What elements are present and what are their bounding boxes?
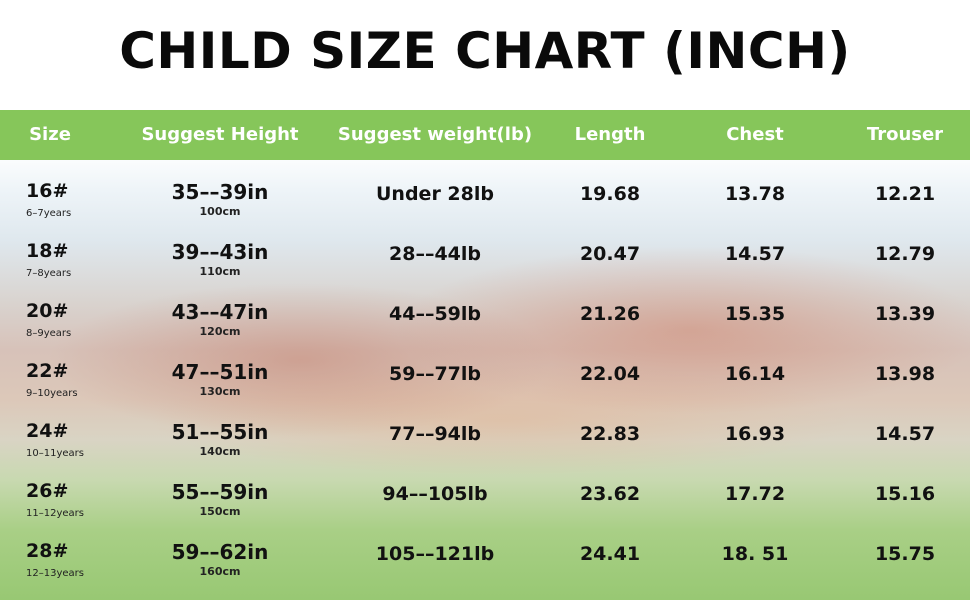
trouser-value: 13.39	[874, 303, 936, 325]
size-label: 20#	[26, 300, 69, 322]
height-cm: 120cm	[199, 325, 241, 338]
table-row: 16# 6–7years 35––39in 100cm Under 28lb 19.68 1…	[0, 180, 970, 240]
weight-range: 105––121lb	[375, 543, 495, 565]
size-label: 26#	[26, 480, 69, 502]
table-row: 28# 12–13years 59––62in 160cm 105––121lb 24.4…	[0, 540, 970, 600]
trouser-value: 15.16	[874, 483, 936, 505]
length-value: 20.47	[579, 243, 641, 265]
chest-value: 17.72	[724, 483, 786, 505]
height-cm: 160cm	[199, 565, 241, 578]
header-length: Length	[574, 124, 646, 145]
table-row: 18# 7–8years 39––43in 110cm 28––44lb 20.47 14.…	[0, 240, 970, 300]
header-chest: Chest	[726, 124, 784, 145]
length-value: 22.04	[579, 363, 641, 385]
weight-range: 44––59lb	[389, 303, 481, 325]
age-range: 9–10years	[26, 388, 78, 399]
chest-value: 16.14	[724, 363, 786, 385]
page-title: CHILD SIZE CHART (INCH)	[119, 22, 851, 80]
chest-value: 14.57	[724, 243, 786, 265]
height-inches: 35––39in	[171, 180, 269, 204]
size-label: 28#	[26, 540, 69, 562]
height-inches: 47––51in	[171, 360, 269, 384]
table-row: 26# 11–12years 55––59in 150cm 94––105lb 23.62…	[0, 480, 970, 540]
height-cm: 140cm	[199, 445, 241, 458]
length-value: 24.41	[579, 543, 641, 565]
height-inches: 39––43in	[171, 240, 269, 264]
table-row: 24# 10–11years 51––55in 140cm 77––94lb 22.83 1…	[0, 420, 970, 480]
trouser-value: 12.21	[874, 183, 936, 205]
height-inches: 43––47in	[171, 300, 269, 324]
weight-range: 28––44lb	[389, 243, 481, 265]
weight-range: 59––77lb	[389, 363, 481, 385]
height-inches: 59––62in	[171, 540, 269, 564]
trouser-value: 14.57	[874, 423, 936, 445]
size-label: 24#	[26, 420, 69, 442]
size-label: 16#	[26, 180, 69, 202]
age-range: 6–7years	[26, 208, 72, 219]
age-range: 12–13years	[26, 568, 84, 579]
header-trouser: Trouser	[866, 124, 944, 145]
weight-range: Under 28lb	[376, 183, 494, 205]
age-range: 10–11years	[26, 448, 84, 459]
height-cm: 150cm	[199, 505, 241, 518]
length-value: 19.68	[579, 183, 641, 205]
height-cm: 110cm	[199, 265, 241, 278]
trouser-value: 15.75	[874, 543, 936, 565]
header-height: Suggest Height	[141, 124, 299, 145]
size-label: 22#	[26, 360, 69, 382]
table-row: 20# 8–9years 43––47in 120cm 44––59lb 21.26 15.…	[0, 300, 970, 360]
weight-range: 77––94lb	[389, 423, 481, 445]
length-value: 23.62	[579, 483, 641, 505]
header-size: Size	[29, 124, 71, 145]
length-value: 22.83	[579, 423, 641, 445]
age-range: 8–9years	[26, 328, 72, 339]
table-row: 22# 9–10years 47––51in 130cm 59––77lb 22.04 16…	[0, 360, 970, 420]
chest-value: 15.35	[724, 303, 786, 325]
trouser-value: 13.98	[874, 363, 936, 385]
chest-value: 13.78	[724, 183, 786, 205]
header-weight: Suggest weight(lb)	[337, 124, 533, 145]
weight-range: 94––105lb	[382, 483, 488, 505]
height-inches: 51––55in	[171, 420, 269, 444]
age-range: 7–8years	[26, 268, 72, 279]
chest-value: 16.93	[724, 423, 786, 445]
age-range: 11–12years	[26, 508, 84, 519]
size-label: 18#	[26, 240, 69, 262]
length-value: 21.26	[579, 303, 641, 325]
height-inches: 55––59in	[171, 480, 269, 504]
height-cm: 100cm	[199, 205, 241, 218]
height-cm: 130cm	[199, 385, 241, 398]
chest-value: 18. 51	[721, 543, 789, 565]
table-header: Size Suggest Height Suggest weight(lb) L…	[0, 110, 970, 160]
trouser-value: 12.79	[874, 243, 936, 265]
